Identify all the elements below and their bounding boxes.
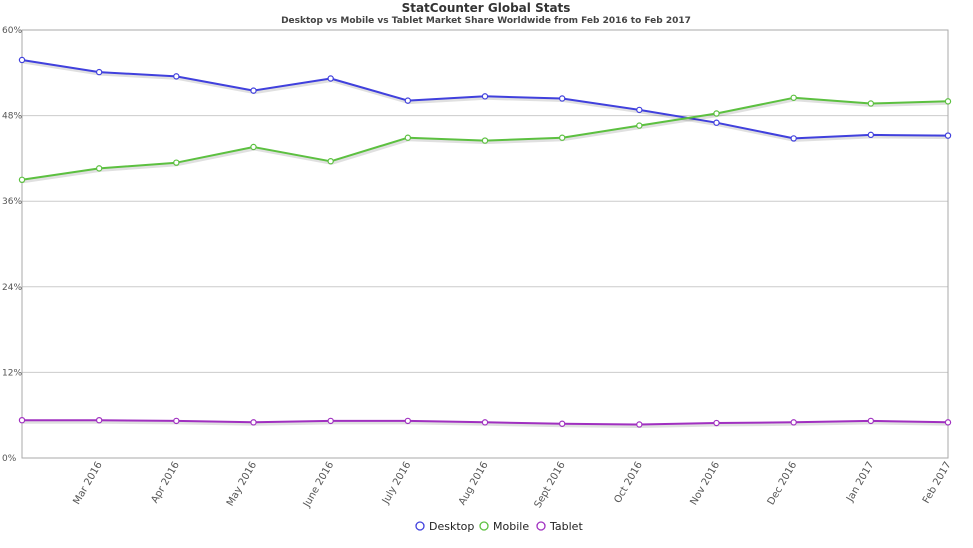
- x-tick-label: Aug 2016: [457, 460, 491, 507]
- desktop-data-point: [95, 68, 103, 76]
- tablet-data-point: [173, 417, 180, 425]
- x-tick-label: Feb 2017: [921, 460, 954, 506]
- series-lines: [18, 56, 952, 428]
- x-tick-label: Oct 2016: [612, 460, 644, 505]
- mobile-data-point: [327, 158, 334, 165]
- desktop-data-point: [404, 97, 412, 104]
- x-tick-label: Apr 2016: [149, 460, 181, 505]
- tablet-data-point: [481, 419, 489, 426]
- desktop-data-point: [18, 56, 26, 64]
- x-tick-label: Dec 2016: [766, 460, 800, 507]
- desktop-data-point: [867, 131, 875, 139]
- x-tick-label: Jan 2017: [844, 460, 876, 505]
- x-tick-label: July 2016: [380, 460, 413, 507]
- mobile-data-point: [18, 176, 26, 183]
- mobile-data-point: [944, 98, 952, 105]
- chart-title: StatCounter Global Stats: [402, 1, 571, 15]
- tablet-data-point: [95, 416, 103, 424]
- tablet-data-point: [790, 419, 797, 426]
- x-tick-label: Mar 2016: [71, 460, 104, 507]
- desktop-data-point: [481, 93, 489, 100]
- desktop-data-point: [944, 132, 952, 139]
- mobile-data-point: [95, 165, 103, 172]
- mobile-data-point: [250, 143, 257, 151]
- y-tick-label: 12%: [2, 368, 22, 378]
- y-tick-label: 48%: [2, 112, 22, 122]
- x-tick-label: June 2016: [301, 460, 336, 510]
- tablet-data-point: [250, 419, 257, 426]
- mobile-data-point: [558, 134, 566, 141]
- legend-item-desktop[interactable]: Desktop: [415, 520, 474, 533]
- desktop-data-point: [636, 106, 643, 114]
- desktop-data-point: [790, 135, 797, 142]
- chart-subtitle: Desktop vs Mobile vs Tablet Market Share…: [281, 16, 691, 26]
- x-tick-label: May 2016: [225, 460, 259, 508]
- tablet-data-point: [867, 417, 875, 425]
- legend: Desktop Mobile Tablet: [415, 520, 583, 533]
- tablet-data-point: [944, 419, 952, 426]
- x-tick-label: Nov 2016: [688, 460, 722, 507]
- mobile-data-point: [713, 110, 720, 117]
- tablet-data-point: [713, 419, 720, 427]
- legend-label-mobile: Mobile: [493, 520, 529, 533]
- tablet-data-point: [404, 417, 412, 425]
- desktop-data-point: [173, 73, 180, 80]
- y-tick-label: 60%: [2, 26, 22, 36]
- x-tick-label: Sept 2016: [533, 460, 568, 510]
- mobile-data-point: [404, 134, 412, 141]
- legend-label-tablet: Tablet: [549, 520, 583, 533]
- tablet-data-point: [558, 420, 566, 427]
- tablet-data-point: [636, 421, 643, 428]
- x-axis-ticks: Mar 2016 Apr 2016 May 2016 June 2016 July 20…: [71, 460, 953, 510]
- mobile-data-point: [867, 100, 875, 107]
- legend-item-mobile[interactable]: Mobile: [479, 520, 529, 533]
- y-axis-ticks: 0% 12% 24% 36% 48% 60%: [2, 26, 22, 464]
- plot-area: [21, 29, 949, 459]
- desktop-data-point: [327, 75, 334, 82]
- mobile-data-point: [636, 122, 643, 129]
- tablet-data-point: [327, 417, 334, 425]
- mobile-data-point: [173, 159, 180, 166]
- desktop-data-point: [558, 95, 566, 102]
- y-tick-label: 0%: [2, 454, 17, 464]
- legend-item-tablet[interactable]: Tablet: [536, 520, 583, 533]
- legend-label-desktop: Desktop: [429, 520, 474, 533]
- tablet-data-point: [18, 416, 26, 424]
- mobile-data-point: [481, 137, 489, 144]
- desktop-data-point: [250, 87, 257, 94]
- y-tick-label: 36%: [2, 197, 22, 207]
- legend-marker-tablet: [536, 521, 546, 531]
- legend-marker-mobile: [479, 521, 489, 531]
- desktop-data-point: [713, 119, 720, 126]
- y-tick-label: 24%: [2, 283, 22, 293]
- legend-marker-desktop: [415, 521, 425, 531]
- mobile-data-point: [790, 94, 797, 101]
